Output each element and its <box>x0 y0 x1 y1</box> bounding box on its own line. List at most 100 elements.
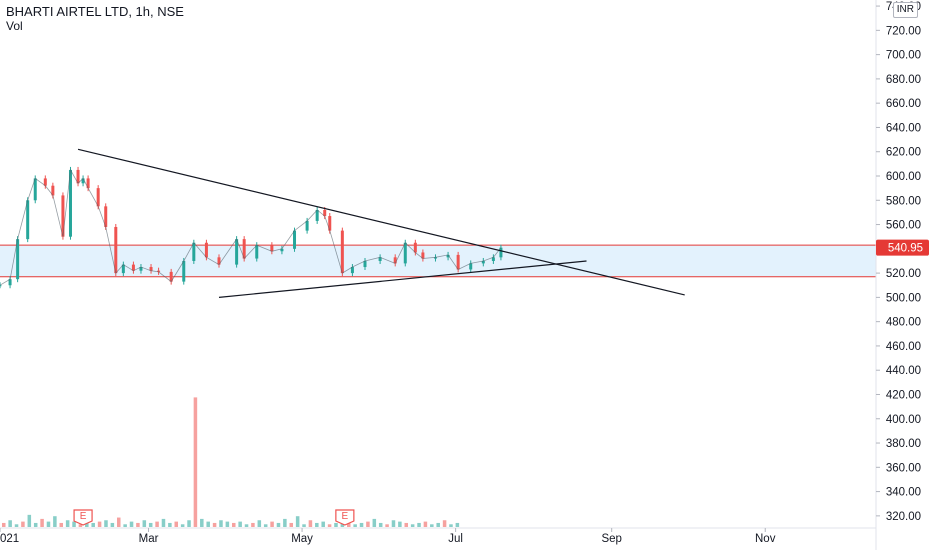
volume-bar <box>78 524 83 527</box>
trendlines[interactable] <box>77 148 685 298</box>
volume-bar <box>110 522 115 527</box>
support-resistance-zone <box>0 244 876 278</box>
volume-bar <box>174 521 179 527</box>
candle-body <box>96 188 100 207</box>
candle-body <box>393 257 397 264</box>
candle-body <box>469 263 473 270</box>
earnings-marker-label: E <box>342 511 349 522</box>
price-tick-label: 340.00 <box>886 487 921 499</box>
volume-bar <box>327 524 332 527</box>
earnings-marker-badge <box>335 509 355 526</box>
candle-body <box>255 245 259 259</box>
volume-bar <box>391 520 396 527</box>
volume-bar <box>321 521 325 527</box>
time-tick-label: May <box>291 533 313 545</box>
volume-bar <box>46 521 51 527</box>
time-tick-label: Nov <box>755 533 776 545</box>
candle-body <box>270 245 274 252</box>
volume-bar <box>302 524 306 527</box>
volume-bar <box>40 518 44 527</box>
candle-body <box>182 260 186 282</box>
time-tick-label: 021 <box>0 533 19 545</box>
price-tick-label: 400.00 <box>886 414 921 426</box>
volume-bar <box>206 521 210 527</box>
volume-bar <box>123 524 127 527</box>
current-price-tag-box <box>876 239 929 256</box>
candle-body <box>242 239 246 259</box>
price-tick-label: 620.00 <box>886 147 921 159</box>
price-tick-label: 720.00 <box>886 25 921 37</box>
price-series <box>0 166 503 289</box>
earnings-marker-label: E <box>80 511 87 522</box>
candle-body <box>403 242 407 264</box>
volume-bar <box>161 518 166 527</box>
candle-body <box>340 230 344 274</box>
volume-bar <box>180 524 185 527</box>
volume-bar <box>27 514 32 527</box>
volume-bar <box>104 520 108 527</box>
candle-body <box>192 242 196 261</box>
volume-bar <box>168 522 172 527</box>
candle-body <box>378 257 382 261</box>
candle-body <box>26 200 30 240</box>
candle-body <box>446 254 450 258</box>
candle-body <box>68 169 72 237</box>
volume-bar <box>91 522 95 527</box>
currency-badge[interactable]: INR <box>892 2 918 18</box>
volume-bar <box>225 521 230 527</box>
trendline[interactable] <box>77 148 685 296</box>
price-tick-label: 320.00 <box>886 511 921 523</box>
candle-body <box>61 195 65 237</box>
volume-bar <box>410 524 415 527</box>
candle-body <box>121 264 125 274</box>
volume-bar <box>385 524 389 527</box>
candle-body <box>149 267 153 271</box>
candle-body <box>131 264 135 271</box>
candle-body <box>0 285 2 287</box>
volume-bar <box>315 522 319 527</box>
volume-bar <box>308 520 313 527</box>
trendline[interactable] <box>218 260 587 298</box>
volume-bar <box>14 524 19 527</box>
volume-bar <box>270 521 274 527</box>
candle-body <box>293 230 297 249</box>
candle-body <box>76 169 80 184</box>
volume-bar <box>129 521 134 527</box>
candle-body <box>421 252 425 259</box>
candle-body <box>104 206 108 227</box>
candle-body <box>8 279 12 286</box>
volume-bar <box>8 520 12 527</box>
candle-body <box>433 257 437 259</box>
volume-bar <box>219 520 223 527</box>
candle-body <box>86 178 90 189</box>
price-tick-label: 600.00 <box>886 171 921 183</box>
price-tick-label: 640.00 <box>886 122 921 134</box>
time-tick-label: Mar <box>139 533 159 545</box>
earnings-marker[interactable]: E <box>73 509 93 526</box>
volume-bar <box>187 520 191 527</box>
volume-bar <box>59 522 64 527</box>
candle-body <box>413 242 417 253</box>
volume-bar <box>200 518 204 527</box>
volume-bar <box>238 521 242 527</box>
volume-bar <box>417 522 421 527</box>
price-tick-label: 560.00 <box>886 220 921 232</box>
volume-bar <box>449 524 453 527</box>
candle-body <box>33 178 37 201</box>
volume-bar <box>244 524 249 527</box>
price-tick-label: 520.00 <box>886 268 921 280</box>
volume-bar <box>378 522 383 527</box>
candle-body <box>157 270 161 272</box>
price-tick-label: 660.00 <box>886 98 921 110</box>
candle-body <box>481 260 485 264</box>
volume-bar <box>334 522 338 527</box>
price-tick-label: 440.00 <box>886 365 921 377</box>
time-axis[interactable]: 021 Mar May Jul Sep Nov <box>0 528 776 545</box>
earnings-marker[interactable]: E <box>335 509 355 526</box>
volume-bar <box>155 521 159 527</box>
volume-bar <box>436 522 440 527</box>
candle-body <box>51 185 55 196</box>
candle-body <box>328 216 332 231</box>
